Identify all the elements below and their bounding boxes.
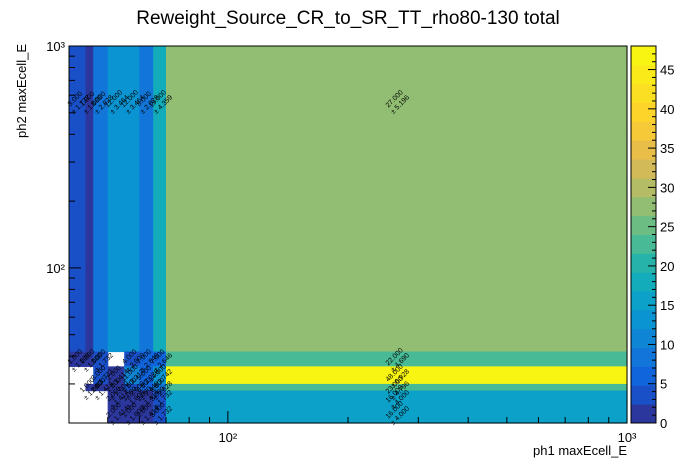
- colorbar-tick-label: 40: [660, 102, 674, 117]
- colorbar-tick-label: 0: [660, 416, 667, 431]
- heatmap-cell: [93, 351, 109, 367]
- colorbar-band: [631, 272, 656, 292]
- colorbar-band: [631, 159, 656, 179]
- colorbar-band: [631, 404, 656, 424]
- y-tick-label: 10²: [46, 261, 65, 276]
- colorbar-tick-label: 15: [660, 298, 674, 313]
- y-tick-label: 10³: [46, 39, 65, 54]
- heatmap-cell: [139, 366, 154, 385]
- heatmap-cell: [153, 390, 167, 403]
- colorbar-tick-label: 30: [660, 180, 674, 195]
- heatmap-cell: [93, 46, 109, 353]
- heatmap-cell: [166, 46, 628, 353]
- heatmap-cell: [124, 390, 140, 403]
- colorbar-tick-label: 25: [660, 220, 674, 235]
- heatmap-cell: [166, 366, 628, 385]
- heatmap-cell: [166, 383, 628, 392]
- heatmap-cell: [153, 46, 167, 353]
- heatmap-cell: [107, 46, 125, 353]
- colorbar-tick-label: 10: [660, 338, 674, 353]
- heatmap-cell: [107, 383, 125, 392]
- heatmap-cell: [153, 383, 167, 392]
- colorbar-tick-label: 20: [660, 259, 674, 274]
- heatmap-cell: [166, 390, 628, 403]
- heatmap-cell: [124, 366, 140, 385]
- colorbar-tick-label: 45: [660, 63, 674, 78]
- heatmap-cell: [124, 401, 140, 424]
- colorbar-band: [631, 215, 656, 235]
- heatmap-cell: [139, 351, 154, 367]
- colorbar-band: [631, 309, 656, 330]
- x-tick-label: 10²: [218, 430, 237, 445]
- heatmap-cell: [93, 366, 109, 385]
- heatmap-cell: [153, 401, 167, 424]
- heatmap-cell: [93, 383, 109, 392]
- heatmap-cell: [139, 390, 154, 403]
- heatmap-cell: [107, 401, 125, 424]
- heatmap-cell: [139, 383, 154, 392]
- colorbar-band: [631, 83, 656, 104]
- colorbar-band: [631, 102, 656, 122]
- colorbar: 0 5 10 15 20 25 30 35 40 45: [630, 45, 674, 431]
- colorbar-band: [631, 46, 656, 66]
- chart-title: Reweight_Source_CR_to_SR_TT_rho80-130 to…: [136, 8, 560, 29]
- heatmap-cell: [85, 46, 94, 353]
- colorbar-tick-label: 5: [660, 377, 667, 392]
- heatmap-cell: [85, 351, 94, 367]
- heatmap-cell: [166, 401, 628, 424]
- colorbar-band: [631, 196, 656, 217]
- x-axis-label: ph1 maxEcell_E: [533, 443, 627, 458]
- colorbar-band: [631, 64, 656, 85]
- colorbar-band: [631, 121, 656, 141]
- heatmap-cell: [153, 366, 167, 385]
- heatmap-cell: [69, 46, 87, 353]
- heatmap-cell: [69, 351, 87, 367]
- colorbar-band: [631, 385, 656, 405]
- heatmap-cell: [85, 383, 94, 392]
- heatmap-cell: [166, 351, 628, 367]
- heatmap-cell: [124, 351, 140, 367]
- heatmap-cell: [124, 383, 140, 392]
- colorbar-band: [631, 177, 656, 198]
- axes: 10² 10³ 10² 10³: [46, 39, 637, 445]
- heatmap-cell: [124, 46, 140, 353]
- heatmap-cells: [69, 46, 628, 424]
- x-tick-label: 10³: [618, 430, 637, 445]
- heatmap-cell: [107, 366, 125, 385]
- heatmap-cell: [107, 390, 125, 403]
- colorbar-band: [631, 328, 656, 349]
- colorbar-tick-label: 35: [660, 141, 674, 156]
- colorbar-band: [631, 347, 656, 367]
- y-axis-label: ph2 maxEcell_E: [14, 44, 29, 138]
- colorbar-band: [631, 234, 656, 254]
- heatmap-cell: [139, 46, 154, 353]
- heatmap-cell: [139, 401, 154, 424]
- colorbar-band: [631, 366, 656, 386]
- colorbar-band: [631, 140, 656, 160]
- colorbar-band: [631, 253, 656, 273]
- colorbar-band: [631, 291, 656, 311]
- heatmap-cell: [153, 351, 167, 367]
